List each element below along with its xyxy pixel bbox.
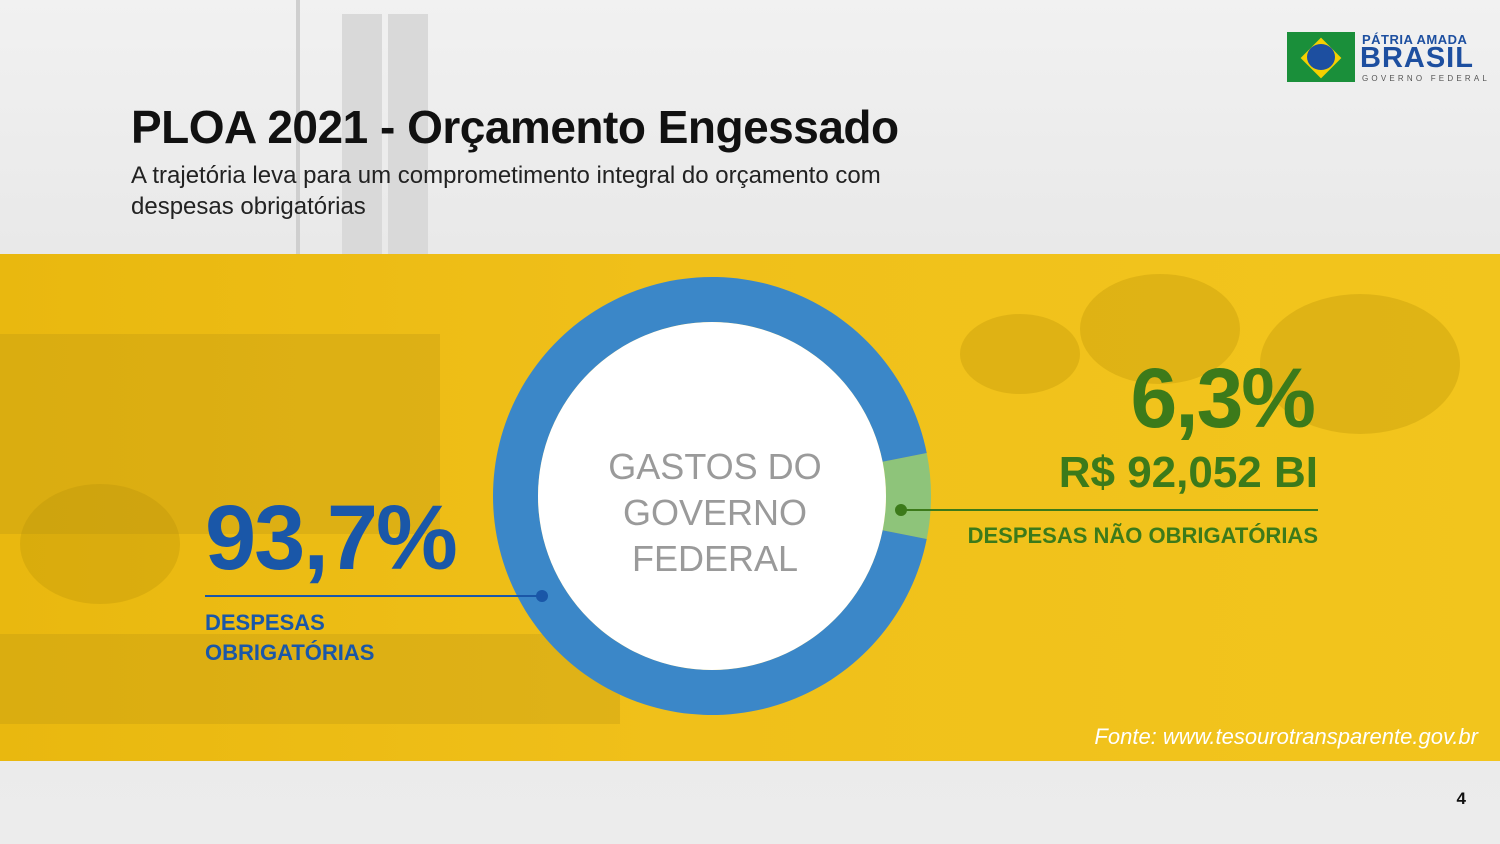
brazil-flag-icon (1287, 32, 1355, 82)
background-tower-left (342, 14, 382, 254)
donut-hole (538, 322, 886, 670)
background-tree (20, 484, 180, 604)
background-building (0, 334, 440, 534)
background-tree (1080, 274, 1240, 384)
logo-line-3: GOVERNO FEDERAL (1362, 74, 1491, 83)
leader-dot-nao-obrigatorias (895, 504, 907, 516)
brasil-governo-logo: PÁTRIA AMADA BRASIL GOVERNO FEDERAL (1287, 32, 1487, 84)
nao-obrigatorias-percent: 6,3% (1130, 351, 1316, 445)
background-tree (1260, 294, 1460, 434)
source-note: Fonte: www.tesourotransparente.gov.br (1094, 724, 1478, 749)
page-subtitle: A trajetória leva para um comprometiment… (131, 162, 881, 220)
logo-line-2: BRASIL (1360, 42, 1474, 74)
obrigatorias-label: DESPESAS OBRIGATÓRIAS (205, 610, 375, 665)
background-tower-right (388, 14, 428, 254)
logo-line-1: PÁTRIA AMADA (1362, 32, 1468, 47)
page-number: 4 (1456, 789, 1466, 808)
background-building (0, 634, 620, 724)
background-flagpole (296, 0, 300, 254)
leader-dot-obrigatorias (536, 590, 548, 602)
page-title: PLOA 2021 - Orçamento Engessado (131, 101, 899, 153)
donut-segment-nao-obrigatorias (882, 452, 932, 540)
nao-obrigatorias-amount: R$ 92,052 BI (1058, 448, 1318, 497)
background-tree (960, 314, 1080, 394)
donut-center-label: GASTOS DO GOVERNO FEDERAL (608, 446, 822, 579)
obrigatorias-percent: 93,7% (205, 487, 458, 589)
nao-obrigatorias-label: DESPESAS NÃO OBRIGATÓRIAS (967, 523, 1318, 548)
